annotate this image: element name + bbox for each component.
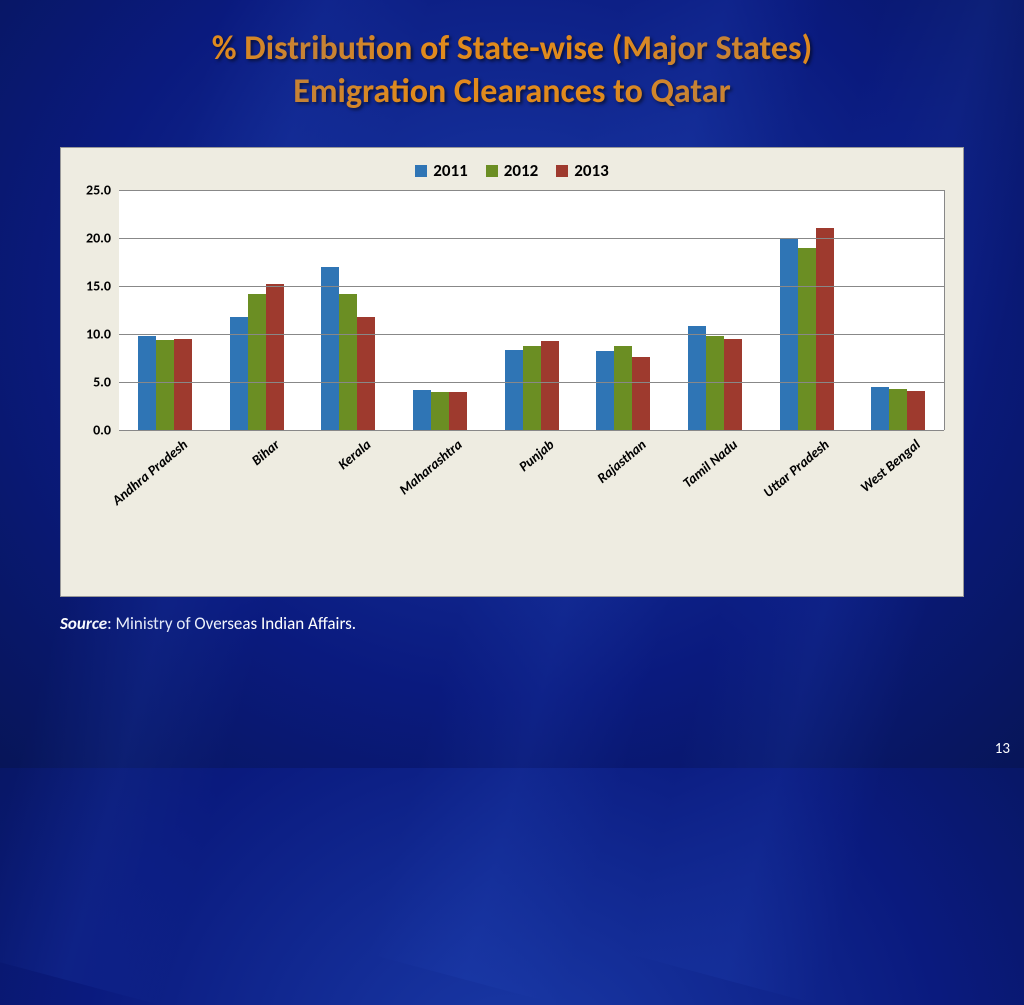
slide-number: 13 (995, 740, 1010, 758)
y-tick-label: 15.0 (86, 278, 111, 295)
title-line-2: Emigration Clearances to Qatar (293, 71, 730, 112)
bar (816, 228, 834, 430)
bar (505, 350, 523, 430)
bar-group (321, 267, 375, 430)
bar (614, 346, 632, 430)
x-tick-label: Punjab (515, 436, 557, 475)
bar (339, 294, 357, 430)
x-tick-label: Rajasthan (593, 436, 649, 487)
bar (449, 392, 467, 430)
grid-line (119, 190, 944, 191)
y-axis-labels: 0.05.010.015.020.025.0 (61, 190, 115, 430)
slide-title: % Distribution of State-wise (Major Stat… (0, 0, 1024, 123)
y-tick-label: 5.0 (93, 374, 111, 391)
bar (321, 267, 339, 430)
legend-label: 2012 (504, 160, 538, 181)
x-tick-label: Bihar (248, 436, 283, 469)
x-axis-labels: Andhra PradeshBiharKeralaMaharashtraPunj… (119, 436, 945, 586)
bar (523, 346, 541, 430)
legend-item-2011: 2011 (415, 160, 467, 181)
y-tick-label: 25.0 (86, 182, 111, 199)
x-tick-label: Tamil Nadu (679, 436, 740, 491)
bar (798, 248, 816, 430)
x-tick-label: Maharashtra (396, 436, 466, 498)
grid-line (119, 430, 944, 431)
x-tick-label: West Bengal (857, 436, 924, 496)
grid-line (119, 238, 944, 239)
grid-line (119, 382, 944, 383)
legend-label: 2013 (574, 160, 608, 181)
bar (907, 391, 925, 430)
bar-group (596, 346, 650, 430)
source-text: : Ministry of Overseas Indian Affairs. (107, 613, 356, 634)
legend-item-2012: 2012 (486, 160, 538, 181)
y-tick-label: 10.0 (86, 326, 111, 343)
title-line-1: % Distribution of State-wise (Major Stat… (212, 28, 812, 69)
bar (174, 339, 192, 430)
chart-legend: 2011 2012 2013 (75, 156, 949, 189)
bar (632, 357, 650, 430)
y-tick-label: 0.0 (93, 422, 111, 439)
bar-group (871, 387, 925, 430)
bar (248, 294, 266, 430)
x-tick-label: Kerala (335, 436, 375, 473)
bar (431, 392, 449, 430)
bars-layer (119, 190, 944, 430)
bar-group (780, 228, 834, 430)
bar (596, 351, 614, 430)
plot-area (119, 190, 945, 430)
bar (889, 389, 907, 430)
bar-group (230, 284, 284, 430)
x-tick-label: Uttar Pradesh (760, 436, 833, 501)
grid-line (119, 286, 944, 287)
grid-line (119, 334, 944, 335)
chart-container: 2011 2012 2013 0.0 5.0 10.0 15.0 20.0 25.0 Andh… (60, 147, 964, 597)
legend-swatch-icon (415, 165, 427, 177)
source-label: Source (60, 613, 107, 634)
bar (871, 387, 889, 430)
legend-label: 2011 (433, 160, 467, 181)
legend-swatch-icon (486, 165, 498, 177)
bar (688, 326, 706, 430)
bar (413, 390, 431, 430)
legend-swatch-icon (556, 165, 568, 177)
bar (541, 341, 559, 430)
bar (156, 340, 174, 430)
x-tick-label: Andhra Pradesh (109, 436, 191, 509)
bar (724, 339, 742, 430)
legend-item-2013: 2013 (556, 160, 608, 181)
y-tick-label: 20.0 (86, 230, 111, 247)
bar-group (688, 326, 742, 430)
bar (266, 284, 284, 430)
source-line: Source: Ministry of Overseas Indian Affa… (60, 613, 964, 634)
bar-group (413, 390, 467, 430)
bar-group (505, 341, 559, 430)
